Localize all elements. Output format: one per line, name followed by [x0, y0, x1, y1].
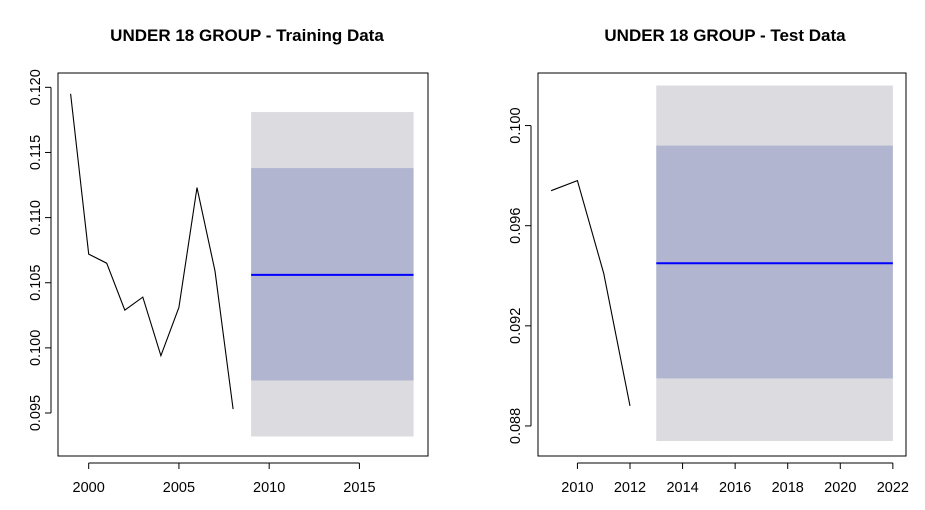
chart-title: UNDER 18 GROUP - Test Data — [604, 26, 846, 45]
y-tick-label: 0.110 — [28, 200, 44, 235]
y-tick-label: 0.100 — [508, 107, 524, 143]
plot-frame — [57, 72, 429, 457]
x-tick-label: 2014 — [666, 480, 698, 496]
x-tick-label: 2000 — [73, 480, 105, 496]
x-tick-label: 2005 — [163, 480, 195, 496]
training-data-panel: UNDER 18 GROUP - Training Data 2000 2005 20… — [28, 26, 429, 496]
x-tick-label: 2018 — [772, 480, 804, 496]
x-tick-label: 2010 — [253, 480, 285, 496]
x-tick-label: 2015 — [343, 480, 375, 496]
x-tick-label: 2012 — [614, 480, 646, 496]
y-tick-label: 0.100 — [28, 330, 44, 366]
observed-series-line — [550, 179, 631, 407]
y-tick-label: 0.105 — [28, 265, 44, 301]
y-tick-label: 0.096 — [508, 208, 524, 244]
x-tick-label: 2016 — [719, 480, 751, 496]
plot-frame — [537, 72, 907, 457]
chart-title: UNDER 18 GROUP - Training Data — [110, 26, 384, 45]
x-tick-label: 2020 — [824, 480, 856, 496]
y-tick-label: 0.088 — [508, 408, 524, 444]
y-tick-label: 0.115 — [28, 135, 44, 170]
x-tick-label: 2010 — [561, 480, 593, 496]
observed-series-line — [70, 93, 234, 410]
test-data-panel: UNDER 18 GROUP - Test Data 2010 2012 2014 20… — [508, 26, 909, 496]
y-tick-label: 0.092 — [508, 308, 524, 344]
prediction-interval-80-band — [656, 145, 893, 379]
y-tick-label: 0.095 — [28, 395, 44, 431]
y-tick-label: 0.120 — [28, 69, 44, 105]
x-tick-label: 2022 — [877, 480, 909, 496]
